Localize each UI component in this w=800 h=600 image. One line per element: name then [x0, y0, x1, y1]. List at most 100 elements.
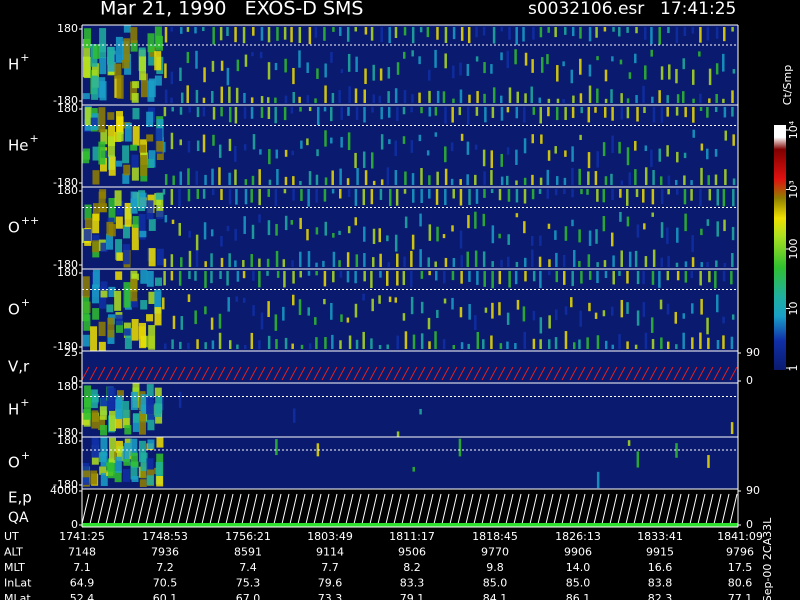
spectrogram-cell [251, 52, 254, 57]
spectrogram-cell [475, 56, 479, 62]
spectrogram-cell [83, 314, 91, 331]
spectrogram-cell [267, 107, 271, 119]
spectrogram-cell [291, 343, 294, 349]
spectrogram-cell [234, 228, 237, 241]
spectrogram-cell [284, 95, 288, 103]
table-cell: 14.0 [566, 561, 591, 574]
spectrogram-cell [123, 38, 131, 62]
spectrogram-cell [315, 271, 318, 276]
spectrogram-cell [348, 335, 352, 349]
spectrogram-cell [403, 90, 407, 103]
spectrogram-cell [131, 154, 139, 168]
spectrogram-cell [130, 27, 138, 44]
spectrogram-cell [346, 271, 350, 283]
spectrogram-cell [122, 401, 130, 419]
spectrogram-cell [498, 271, 502, 285]
spectrogram-cell [340, 314, 343, 322]
spectrogram-cell [490, 189, 494, 194]
spectrogram-cell [308, 343, 312, 349]
spectrogram-cell [371, 257, 375, 267]
spectrogram-cell [124, 122, 132, 142]
spectrogram-cell [371, 107, 374, 113]
spectrogram-cell [692, 129, 695, 138]
spectrogram-cell [459, 62, 462, 76]
spectrogram-cell [338, 230, 341, 235]
table-cell: 1748:53 [142, 530, 188, 543]
spectrogram-cell [427, 317, 431, 330]
spectrogram-cell [554, 230, 557, 240]
spectrogram-cell [660, 222, 664, 238]
spectrogram-cell [228, 340, 232, 349]
spectrogram-cell [388, 189, 392, 206]
row-header: UT [4, 530, 19, 543]
y-tick-label: -180 [53, 258, 78, 271]
spectrogram-cell [650, 27, 653, 45]
spectrogram-cell [370, 152, 374, 169]
spectrogram-cell [116, 200, 124, 216]
spectrogram-cell [306, 229, 309, 241]
spectrogram-cell [363, 89, 366, 103]
spectrogram-cell [340, 69, 344, 74]
spectrogram-cell [532, 271, 536, 282]
spectrogram-cell [202, 27, 205, 32]
spectrogram-cell [283, 107, 287, 121]
spectrogram-cell [459, 307, 463, 318]
spectrogram-cell [195, 89, 199, 103]
spectrogram-cell [539, 317, 543, 334]
spectrogram-cell [708, 98, 711, 103]
spectrogram-cell [619, 189, 622, 198]
spectrogram-cell [138, 440, 146, 463]
spectrogram-cell [588, 302, 591, 312]
spectrogram-cell [340, 136, 343, 148]
spectrogram-cell [667, 255, 670, 267]
spectrogram-cell [610, 232, 614, 247]
spectrogram-cell [668, 64, 671, 80]
spectrogram-cell [515, 180, 518, 185]
spectrogram-cell [116, 75, 124, 99]
table-cell: 52.4 [70, 592, 95, 600]
spectrogram-cell [731, 107, 734, 117]
spectrogram-cell [603, 27, 607, 32]
spectrogram-cell [388, 27, 391, 44]
spectrogram-cell [226, 225, 230, 232]
spectrogram-cell [508, 87, 512, 103]
spectrogram-cell [411, 94, 414, 103]
spectrogram-cell [508, 271, 511, 288]
spectrogram-cell [147, 80, 155, 102]
spectrogram-cell [130, 81, 138, 101]
spectrogram-cell [146, 200, 154, 220]
spectrogram-cell [675, 68, 678, 84]
spectrogram-cell [162, 297, 165, 310]
spectrogram-cell [242, 260, 245, 267]
spectrogram-cell [107, 317, 115, 338]
panel-label: H [8, 401, 19, 419]
spectrogram-cell [211, 60, 215, 72]
spectrogram-cell [324, 177, 328, 185]
spectrogram-cell [114, 190, 122, 206]
spectrogram-cell [579, 93, 583, 103]
spectrogram-cell [235, 296, 238, 302]
spectrogram-cell [612, 27, 615, 32]
spectrogram-cell [362, 189, 366, 206]
spectrogram-cell [435, 189, 439, 205]
spectrogram-cell [507, 189, 511, 202]
spectrogram-cell [618, 141, 621, 154]
spectrogram-cell [626, 216, 630, 227]
panel-background [82, 437, 738, 489]
spectrogram-cell [674, 311, 678, 324]
spectrogram-cell [90, 389, 98, 409]
spectrogram-cell [652, 107, 656, 123]
spectrogram-cell [396, 271, 399, 286]
spectrogram-cell [571, 107, 575, 118]
spectrogram-cell [170, 71, 174, 85]
spectrogram-cell [428, 175, 431, 185]
spectrogram-cell [436, 27, 439, 40]
spectrogram-cell [452, 65, 455, 79]
spectrogram-cell [291, 260, 294, 267]
spectrogram-cell [139, 192, 147, 209]
spectrogram-cell [586, 189, 589, 195]
spectrogram-cell [228, 86, 231, 103]
spectrogram-cell [82, 93, 90, 100]
spectrogram-cell [364, 27, 368, 35]
spectrogram-cell [100, 289, 108, 298]
